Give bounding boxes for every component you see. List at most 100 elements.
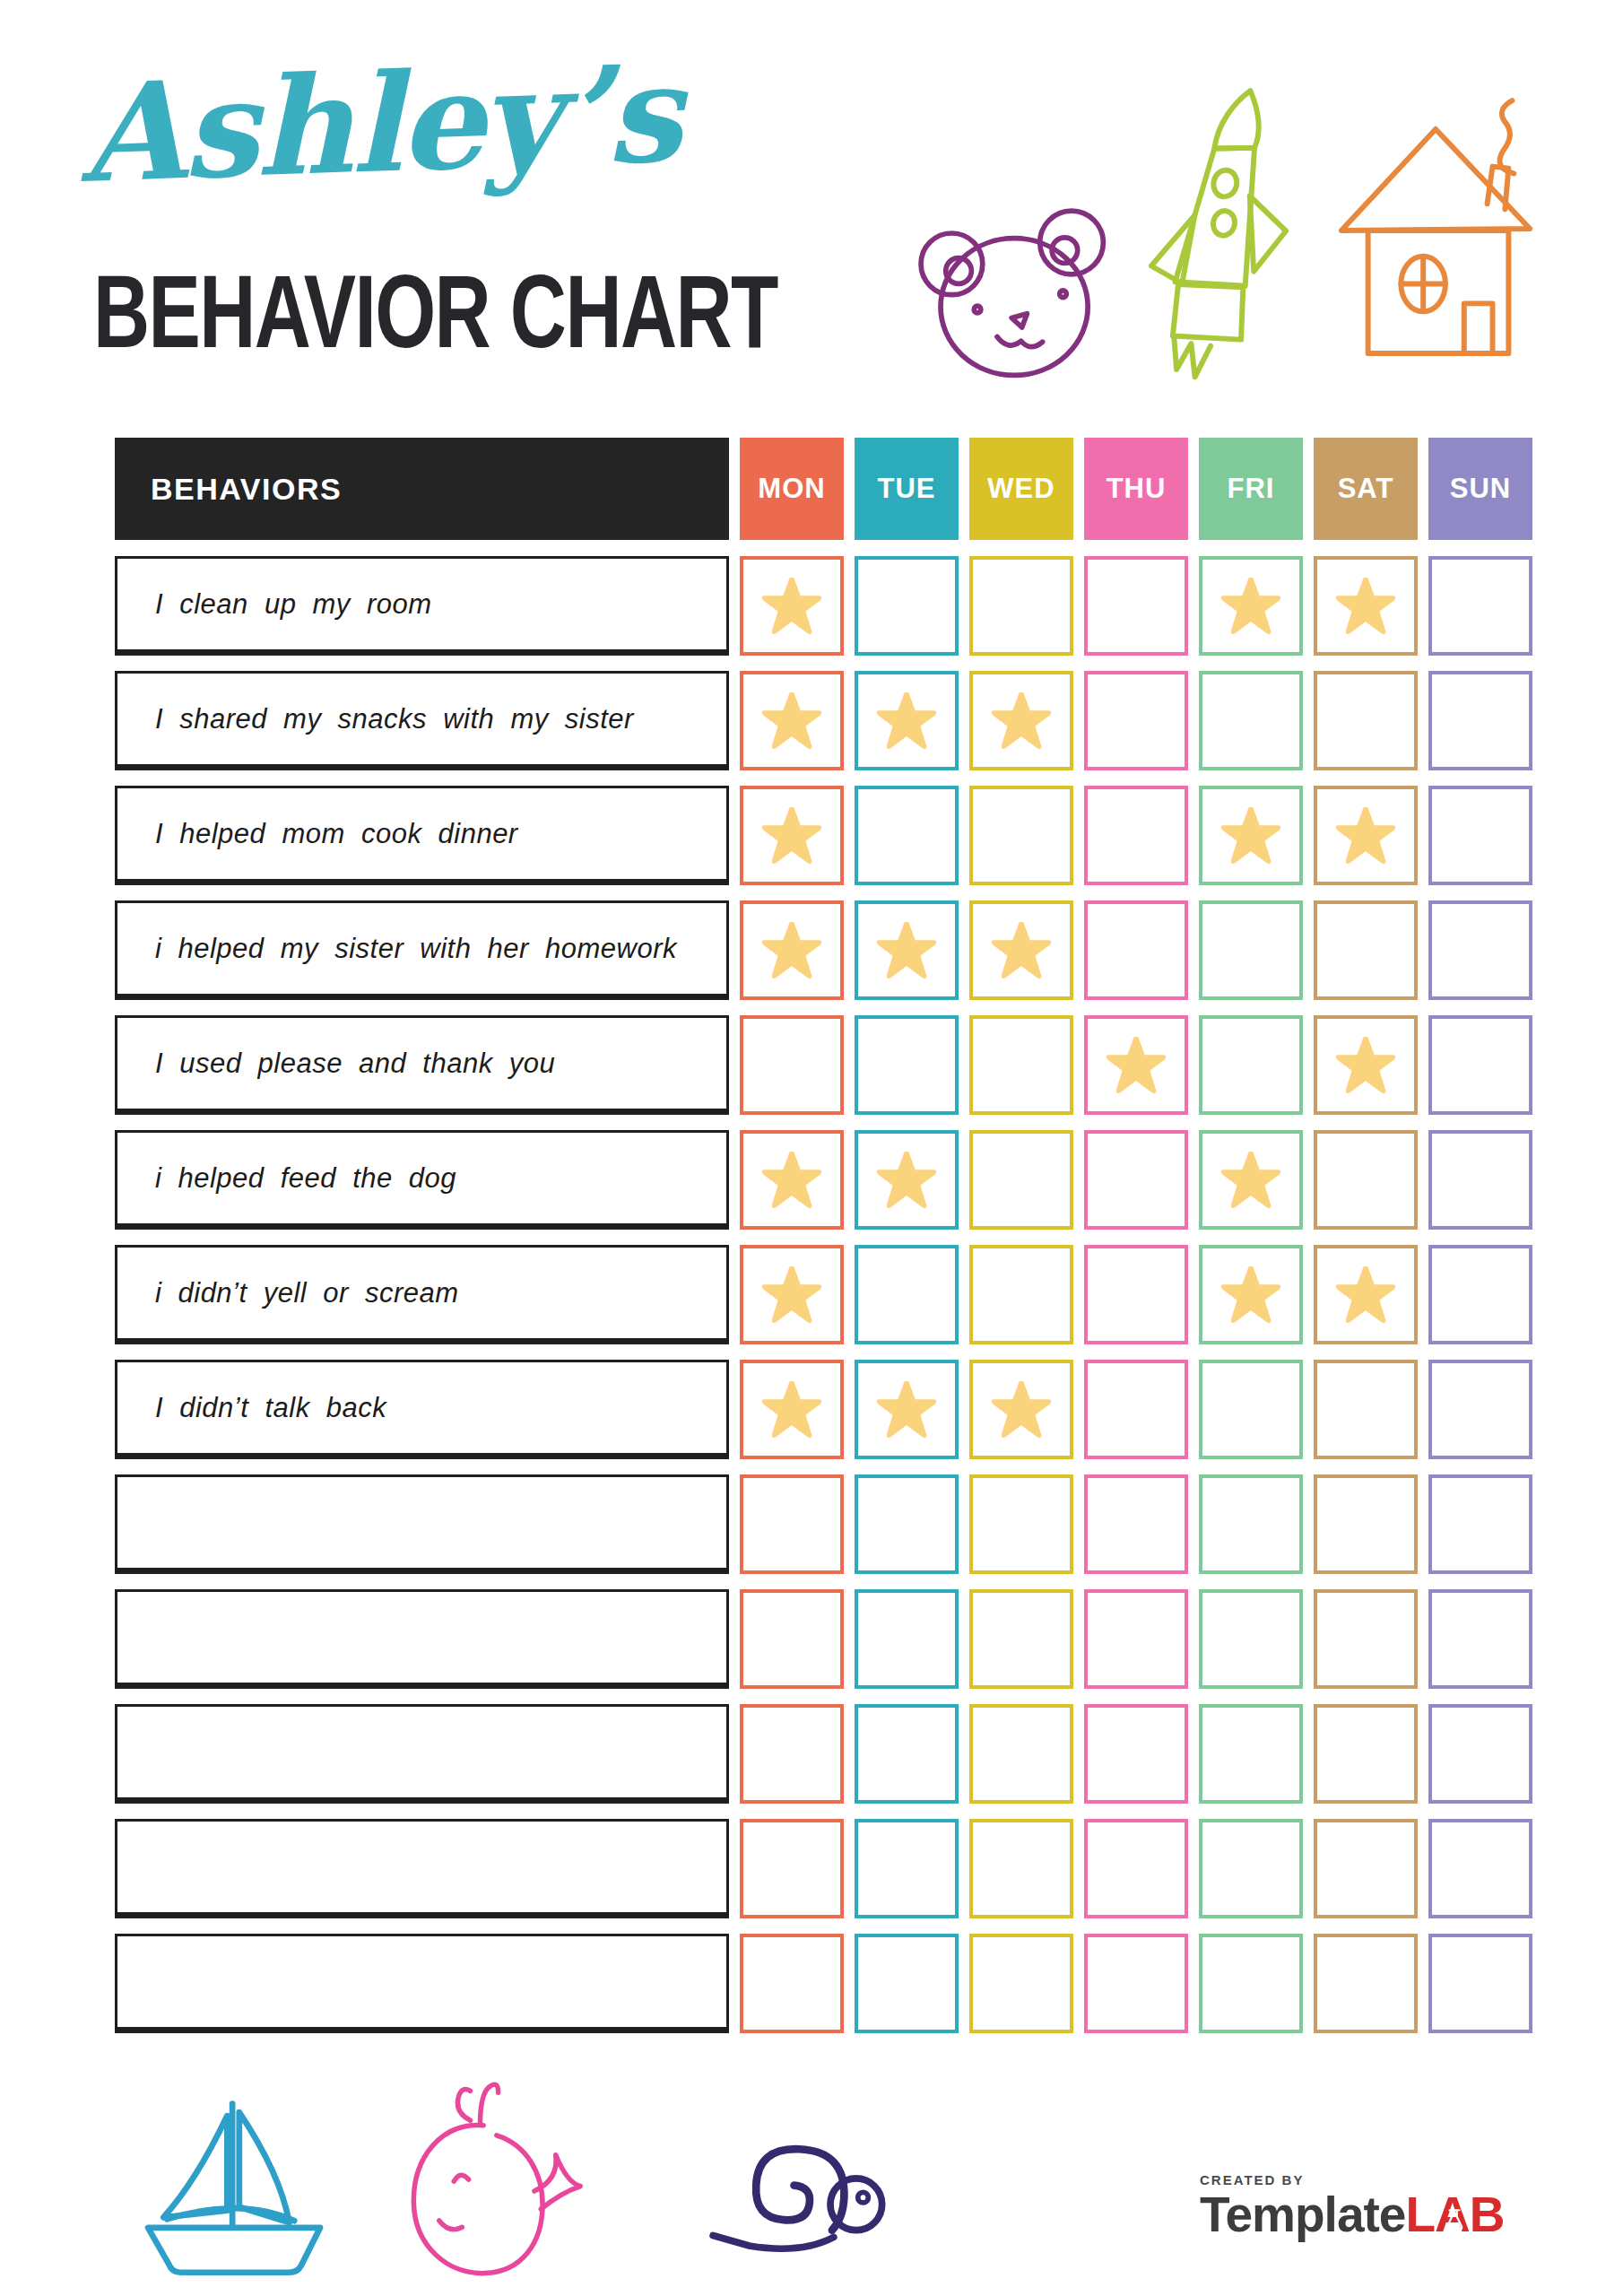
day-cell [1084, 1934, 1188, 2033]
behavior-label: I didn’t talk back [115, 1360, 729, 1459]
day-cell [1084, 1704, 1188, 1804]
day-cell [740, 1015, 844, 1115]
star-icon [1336, 578, 1395, 634]
day-cell [740, 671, 844, 770]
day-cell [740, 1245, 844, 1344]
behavior-label: I clean up my room [115, 556, 729, 656]
day-cell [1314, 1245, 1418, 1344]
day-cell [740, 1704, 844, 1804]
day-cell [1084, 1130, 1188, 1230]
behavior-row: I shared my snacks with my sister [115, 671, 1532, 770]
star-icon [877, 922, 936, 978]
day-cell [1314, 786, 1418, 885]
day-cell [740, 1589, 844, 1689]
behavior-row [115, 1934, 1532, 2033]
day-cell [740, 1474, 844, 1574]
day-cell [969, 1015, 1073, 1115]
star-icon [992, 922, 1051, 978]
day-cell [1428, 671, 1532, 770]
created-by-label: CREATED BY [1200, 2172, 1504, 2187]
day-cell [740, 1934, 844, 2033]
day-cell [969, 671, 1073, 770]
day-cell [1314, 1360, 1418, 1459]
page-title-name: Ashley’s [77, 19, 682, 228]
behavior-table: BEHAVIORS MONTUEWEDTHUFRISATSUN I clean … [115, 438, 1532, 2033]
day-cell [969, 786, 1073, 885]
day-cell [1428, 900, 1532, 1000]
star-icon [762, 692, 821, 749]
day-header-wed: WED [969, 438, 1073, 540]
behaviors-header: BEHAVIORS [115, 438, 729, 540]
day-cell [1314, 1704, 1418, 1804]
star-icon [877, 692, 936, 749]
day-cell [1428, 1360, 1532, 1459]
templatelab-logo: CREATED BY TemplateLAB [1200, 2172, 1504, 2239]
day-cell [740, 900, 844, 1000]
behavior-row [115, 1589, 1532, 1689]
day-cell [969, 1130, 1073, 1230]
day-cell [1084, 1589, 1188, 1689]
day-cell [1314, 1130, 1418, 1230]
star-icon [877, 1152, 936, 1208]
day-cell [855, 1360, 959, 1459]
day-cell [1314, 1589, 1418, 1689]
day-cell [1084, 786, 1188, 885]
behavior-label: i helped feed the dog [115, 1130, 729, 1230]
star-icon [1221, 578, 1280, 634]
day-cell [969, 1819, 1073, 1918]
day-cell [855, 1934, 959, 2033]
day-header-mon: MON [740, 438, 844, 540]
day-cell [969, 1245, 1073, 1344]
star-icon [762, 807, 821, 864]
behavior-label [115, 1934, 729, 2033]
table-header-row: BEHAVIORS MONTUEWEDTHUFRISATSUN [115, 438, 1532, 540]
day-cell [1199, 786, 1303, 885]
day-cell [1428, 1934, 1532, 2033]
star-icon [762, 578, 821, 634]
day-cell [1199, 1130, 1303, 1230]
brand-text: TemplateLAB [1200, 2190, 1504, 2239]
day-cell [969, 1589, 1073, 1689]
day-header-sat: SAT [1314, 438, 1418, 540]
rocket-icon [1146, 77, 1303, 393]
day-cell [1084, 1015, 1188, 1115]
day-cell [1314, 671, 1418, 770]
whale-icon [378, 2061, 592, 2292]
day-cell [1428, 556, 1532, 656]
star-icon [1336, 1037, 1395, 1093]
day-cell [1084, 556, 1188, 656]
day-cell [969, 1704, 1073, 1804]
day-header-sun: SUN [1428, 438, 1532, 540]
day-cell [855, 671, 959, 770]
page: Ashley’s BEHAVIOR CHART [0, 0, 1623, 2296]
day-cell [1199, 1589, 1303, 1689]
day-cell [1428, 1819, 1532, 1918]
star-icon [1221, 1266, 1280, 1323]
day-cell [1428, 1015, 1532, 1115]
day-cell [1314, 1819, 1418, 1918]
star-icon [1221, 1152, 1280, 1208]
behavior-label: i helped my sister with her homework [115, 900, 729, 1000]
behavior-label: I shared my snacks with my sister [115, 671, 729, 770]
day-cell [1428, 1474, 1532, 1574]
bear-icon [916, 196, 1115, 384]
behavior-row: I used please and thank you [115, 1015, 1532, 1115]
day-cell [1314, 1934, 1418, 2033]
day-cell [1084, 671, 1188, 770]
day-cell [1428, 1704, 1532, 1804]
day-cell [1314, 1474, 1418, 1574]
star-icon [1221, 807, 1280, 864]
day-cell [1199, 1015, 1303, 1115]
behavior-row [115, 1474, 1532, 1574]
snail-icon [662, 2109, 906, 2269]
day-cell [855, 1474, 959, 1574]
day-cell [1199, 1819, 1303, 1918]
star-icon [762, 1266, 821, 1323]
star-icon [1336, 807, 1395, 864]
logo-template-text: Template [1200, 2190, 1405, 2239]
day-cell [855, 556, 959, 656]
day-cell [1084, 900, 1188, 1000]
day-cell [1428, 1245, 1532, 1344]
day-cell [1199, 900, 1303, 1000]
behavior-label [115, 1704, 729, 1804]
